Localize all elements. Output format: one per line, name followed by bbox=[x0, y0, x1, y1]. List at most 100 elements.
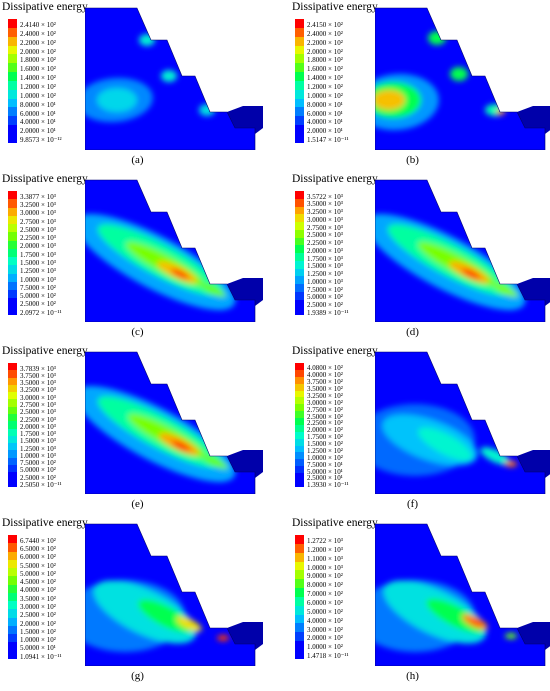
legend-label: 2.5000 × 10² bbox=[20, 300, 56, 309]
energy-zone bbox=[200, 282, 226, 298]
legend-swatch bbox=[295, 307, 304, 316]
panel: Dissipative energy 3.3877 × 10³ 3.2500 × 1… bbox=[0, 172, 275, 344]
energy-zone bbox=[171, 440, 191, 452]
legend-label: 5.0000 × 10² bbox=[20, 569, 56, 578]
legend-label: 5.0000 × 10² bbox=[20, 292, 56, 301]
energy-zone bbox=[375, 90, 405, 110]
legend-swatch bbox=[8, 248, 17, 258]
energy-zone bbox=[170, 268, 190, 280]
legend-swatch bbox=[295, 632, 304, 642]
legend-swatch bbox=[8, 45, 17, 55]
legend-label: 4.0000 × 10² bbox=[307, 371, 343, 380]
legend-label: 3.5000 × 10³ bbox=[307, 200, 343, 209]
legend-swatch bbox=[8, 472, 17, 480]
panel-caption: (f) bbox=[407, 498, 418, 510]
legend-swatch bbox=[8, 199, 17, 208]
legend-label: 3.2500 × 10³ bbox=[307, 208, 343, 217]
energy-zone bbox=[161, 70, 177, 82]
energy-zone bbox=[418, 427, 472, 461]
legend-label: 1.2500 × 10² bbox=[307, 446, 343, 455]
legend-label: 3.3877 × 10³ bbox=[20, 192, 56, 201]
legend-title: Dissipative energy bbox=[2, 517, 88, 529]
legend-label: 1.2000 × 10² bbox=[20, 83, 56, 91]
legend-swatch bbox=[8, 232, 17, 241]
legend-label: 2.0000 × 10² bbox=[307, 634, 343, 643]
legend-swatch bbox=[8, 298, 17, 308]
panel: Dissipative energy 1.2722 × 10³ 1.2000 × 1… bbox=[275, 516, 550, 688]
legend-swatch bbox=[295, 253, 304, 262]
legend-label: 8.0000 × 10¹ bbox=[20, 100, 56, 109]
legend-label: 6.0000 × 10² bbox=[20, 553, 56, 562]
legend-swatch bbox=[8, 80, 17, 91]
contour-plot bbox=[375, 0, 550, 150]
legend-swatch bbox=[295, 543, 304, 553]
contour-plot bbox=[85, 0, 265, 150]
legend-label: 1.6000 × 10² bbox=[20, 65, 56, 74]
legend-swatch bbox=[8, 413, 17, 422]
legend-swatch bbox=[295, 299, 304, 308]
slope-base-face bbox=[517, 450, 550, 478]
legend-swatch bbox=[295, 80, 304, 91]
legend-label: 1.0941 × 10⁻¹¹ bbox=[20, 652, 62, 661]
energy-zone bbox=[217, 635, 229, 641]
legend-swatch bbox=[8, 191, 17, 200]
legend-swatch bbox=[295, 376, 304, 384]
legend-swatch bbox=[8, 240, 17, 250]
legend-label: 3.0000 × 10³ bbox=[20, 393, 56, 402]
legend-swatch bbox=[8, 306, 17, 316]
legend-swatch bbox=[295, 445, 304, 453]
legend-swatch bbox=[8, 428, 17, 437]
legend-label: 1.2500 × 10³ bbox=[307, 270, 343, 279]
legend-swatch bbox=[8, 479, 17, 488]
panel-caption: (e) bbox=[131, 498, 144, 510]
slope-base-face bbox=[227, 278, 263, 306]
legend-swatch bbox=[8, 535, 17, 544]
legend-swatch bbox=[295, 291, 304, 300]
legend-swatch bbox=[295, 237, 304, 246]
legend-swatch bbox=[8, 406, 17, 415]
legend-swatch bbox=[8, 19, 17, 29]
legend-swatch bbox=[295, 229, 304, 238]
legend-swatch bbox=[8, 273, 17, 283]
legend-label: 1.7500 × 10³ bbox=[20, 430, 56, 439]
legend-title: Dissipative energy bbox=[2, 345, 88, 357]
legend-label: 1.0000 × 10² bbox=[307, 643, 343, 652]
energy-zone bbox=[97, 88, 137, 112]
legend-swatch bbox=[295, 535, 304, 545]
legend-label: 4.5000 × 10² bbox=[20, 578, 56, 587]
legend-title: Dissipative energy bbox=[2, 173, 88, 185]
legend-swatch bbox=[8, 133, 17, 144]
legend-label: 3.2500 × 10² bbox=[307, 391, 343, 400]
energy-zone bbox=[176, 616, 202, 632]
legend-label: 2.5000 × 10³ bbox=[20, 408, 56, 417]
legend-label: 2.0000 × 10³ bbox=[20, 422, 56, 431]
legend-label: 8.0000 × 10¹ bbox=[307, 100, 343, 109]
legend-swatch bbox=[8, 457, 17, 466]
legend-swatch bbox=[295, 605, 304, 615]
legend-swatch bbox=[295, 19, 304, 29]
legend-label: 3.7500 × 10² bbox=[307, 378, 343, 387]
contour-plot bbox=[85, 172, 265, 322]
legend-swatch bbox=[8, 399, 17, 407]
energy-zone bbox=[505, 461, 517, 467]
legend-label: 1.5000 × 10³ bbox=[20, 259, 56, 268]
legend-swatch bbox=[295, 260, 304, 269]
legend-swatch bbox=[295, 245, 304, 254]
legend-label: 2.0000 × 10² bbox=[307, 47, 343, 56]
legend-swatch bbox=[295, 596, 304, 607]
legend-label: 1.0000 × 10² bbox=[307, 453, 343, 462]
legend-label: 7.5000 × 10² bbox=[20, 283, 56, 292]
legend-label: 2.4000 × 10² bbox=[307, 29, 343, 38]
legend-label: 3.2500 × 10³ bbox=[20, 386, 56, 395]
legend-swatch bbox=[295, 390, 304, 398]
legend-label: 2.7500 × 10³ bbox=[307, 223, 343, 232]
legend-label: 2.2000 × 10² bbox=[20, 38, 56, 47]
legend-label: 1.5000 × 10³ bbox=[307, 262, 343, 271]
legend-swatch bbox=[295, 107, 304, 117]
legend-label: 1.0000 × 10² bbox=[307, 91, 343, 100]
legend-label: 1.2000 × 10³ bbox=[307, 545, 343, 554]
legend-label: 2.7500 × 10³ bbox=[20, 400, 56, 409]
legend-label: 3.5722 × 10³ bbox=[307, 192, 343, 201]
energy-zone bbox=[138, 599, 192, 633]
legend-label: 1.3930 × 10⁻¹¹ bbox=[307, 481, 349, 490]
